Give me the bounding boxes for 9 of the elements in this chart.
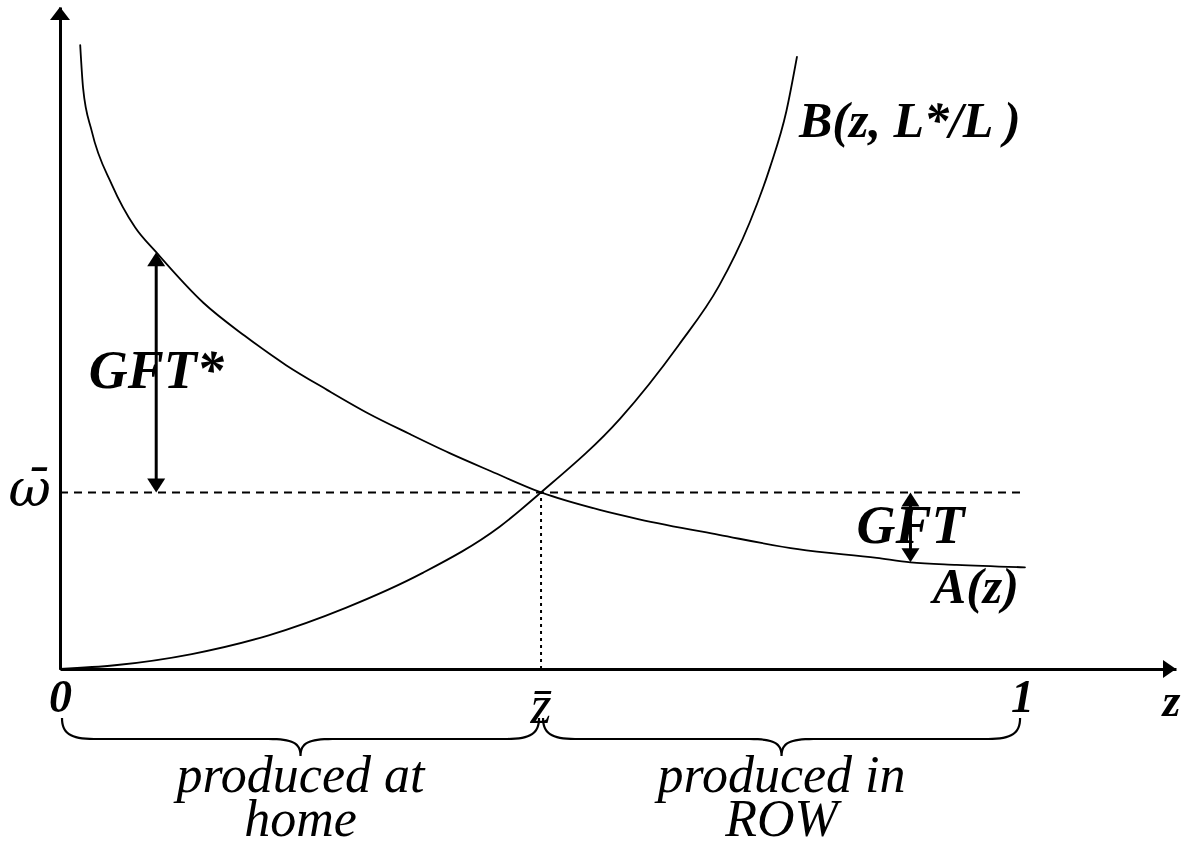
series-label: B(z, L*/L ) bbox=[797, 91, 1021, 148]
legend-label: A(z) bbox=[929, 558, 1019, 615]
x-axis-title: z bbox=[1160, 674, 1181, 726]
ref-line-label: ω̄ bbox=[8, 458, 51, 519]
text: produced at home bbox=[172, 746, 427, 843]
x-tick-label: 1 bbox=[1011, 670, 1035, 722]
ref-line-label: z̄ bbox=[529, 675, 553, 735]
x-tick-label: 0 bbox=[49, 670, 72, 722]
text: produced in ROW bbox=[653, 746, 906, 843]
